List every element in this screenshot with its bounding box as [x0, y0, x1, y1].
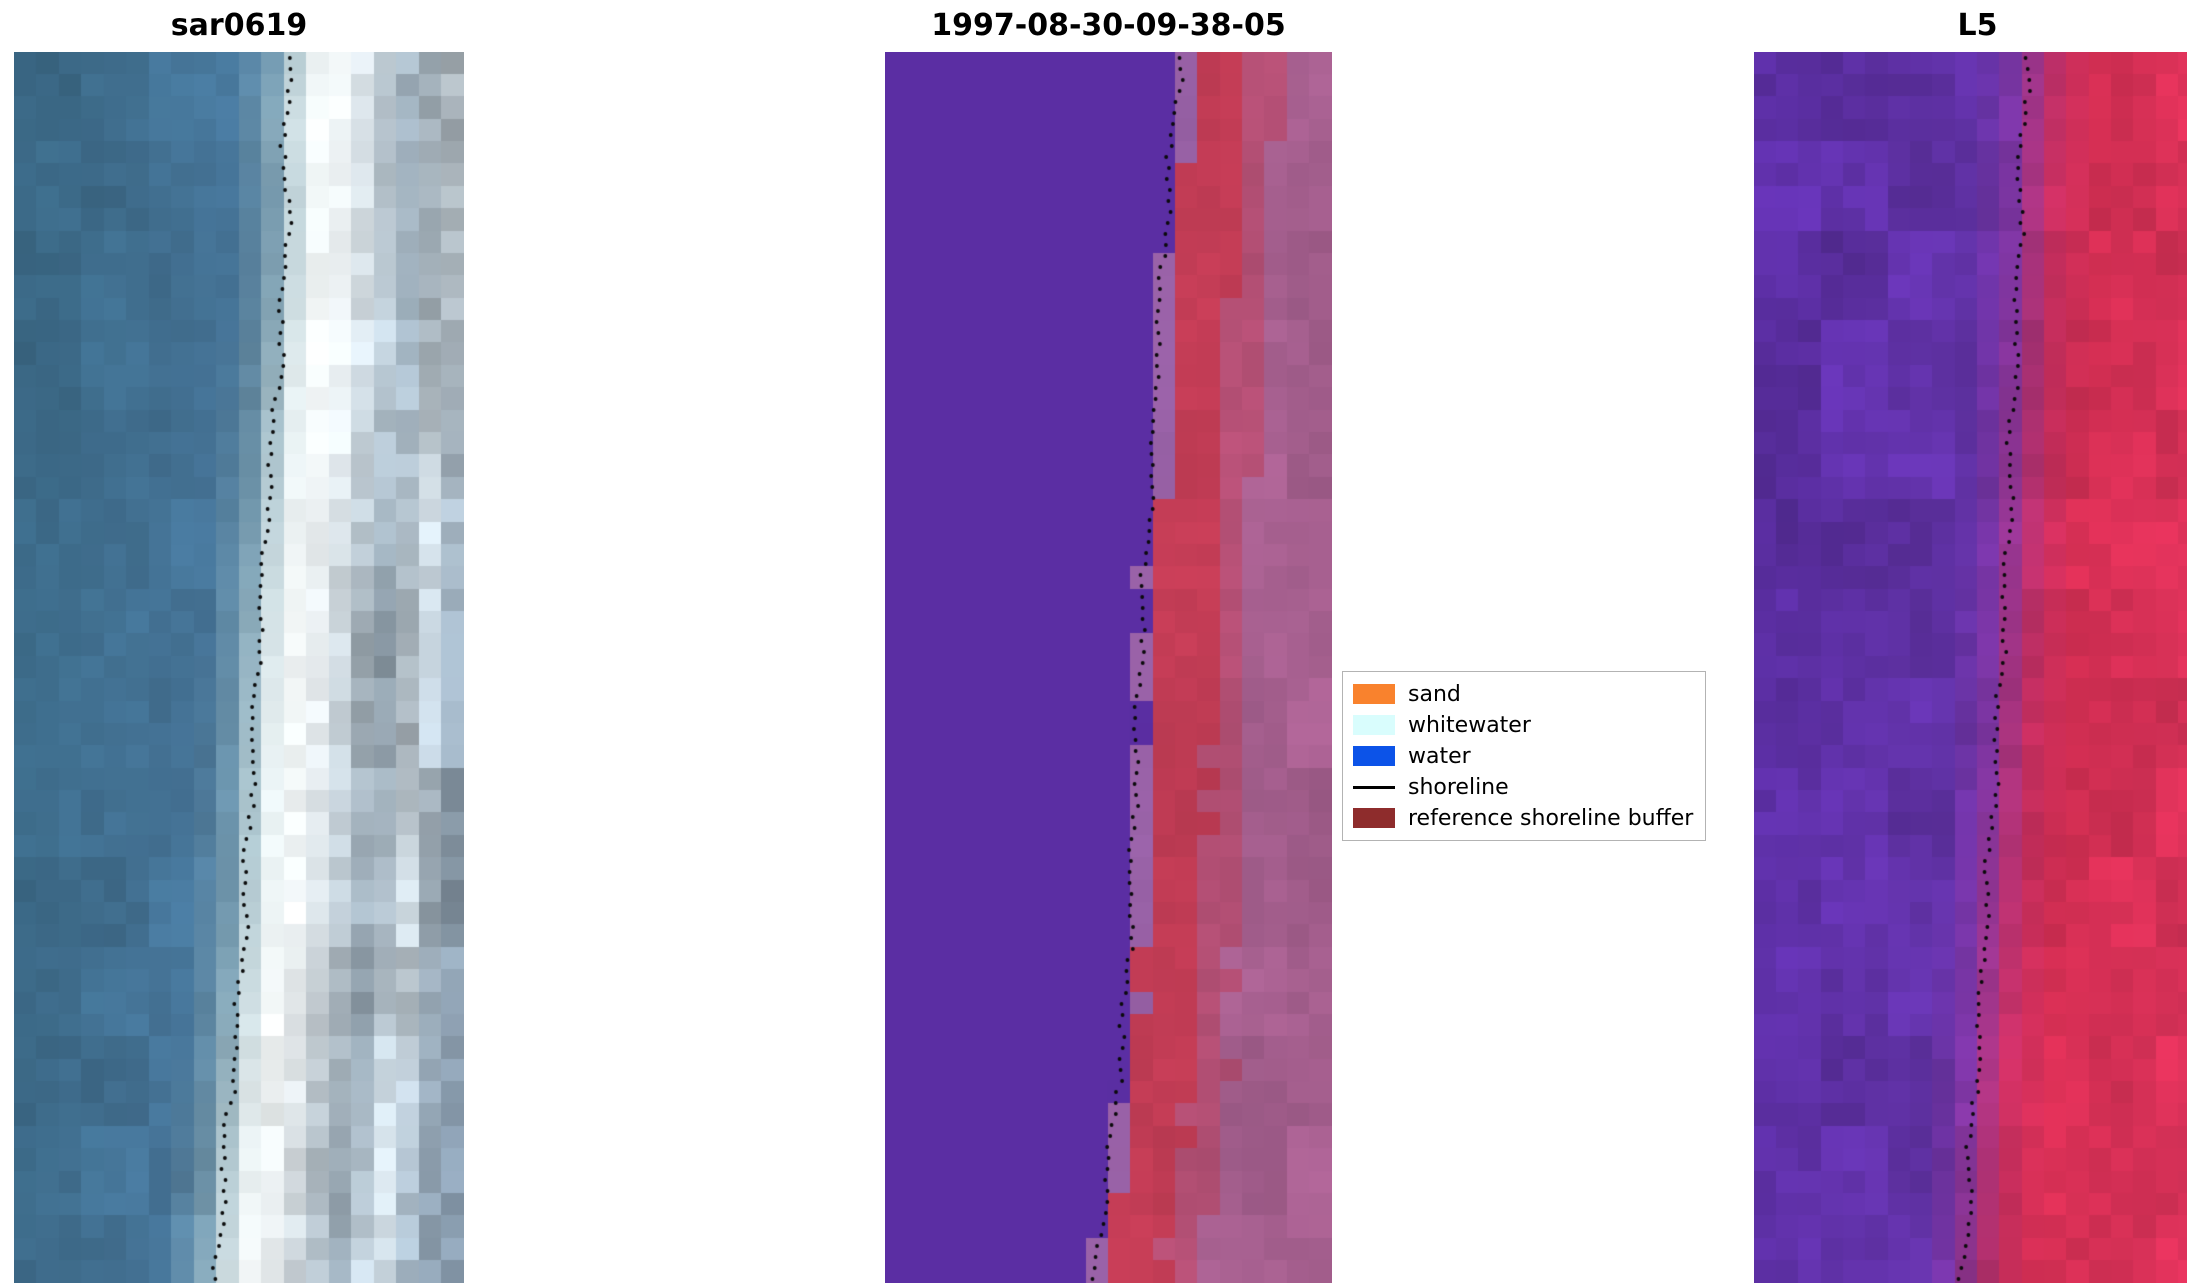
legend: sand whitewater water shoreline reference sh…: [1342, 671, 1707, 841]
panel-title-sar0619: sar0619: [170, 8, 308, 43]
panel-title-date: 1997-08-30-09-38-05: [931, 8, 1286, 43]
legend-item-shoreline: shoreline: [1353, 774, 1693, 800]
legend-item-whitewater: whitewater: [1353, 712, 1693, 738]
legend-label: whitewater: [1408, 712, 1531, 738]
legend-label: water: [1408, 743, 1471, 769]
l5-image: [1754, 52, 2187, 1283]
panel-title-l5: L5: [1957, 8, 1998, 43]
legend-item-water: water: [1353, 743, 1693, 769]
legend-label: shoreline: [1408, 774, 1509, 800]
legend-patch-swatch: [1353, 715, 1395, 735]
legend-patch-swatch: [1353, 808, 1395, 828]
legend-label: sand: [1408, 681, 1461, 707]
shoreline-line-sample: [1353, 785, 1395, 789]
legend-item-sand: sand: [1353, 681, 1693, 707]
legend-patch-swatch: [1353, 684, 1395, 704]
legend-item-reference-shoreline-buffer: reference shoreline buffer: [1353, 805, 1693, 831]
sar0619-image: [14, 52, 464, 1283]
legend-patch-swatch: [1353, 746, 1395, 766]
classified-image: [885, 52, 1332, 1283]
legend-label: reference shoreline buffer: [1408, 805, 1694, 831]
legend-line-swatch: [1353, 777, 1395, 797]
